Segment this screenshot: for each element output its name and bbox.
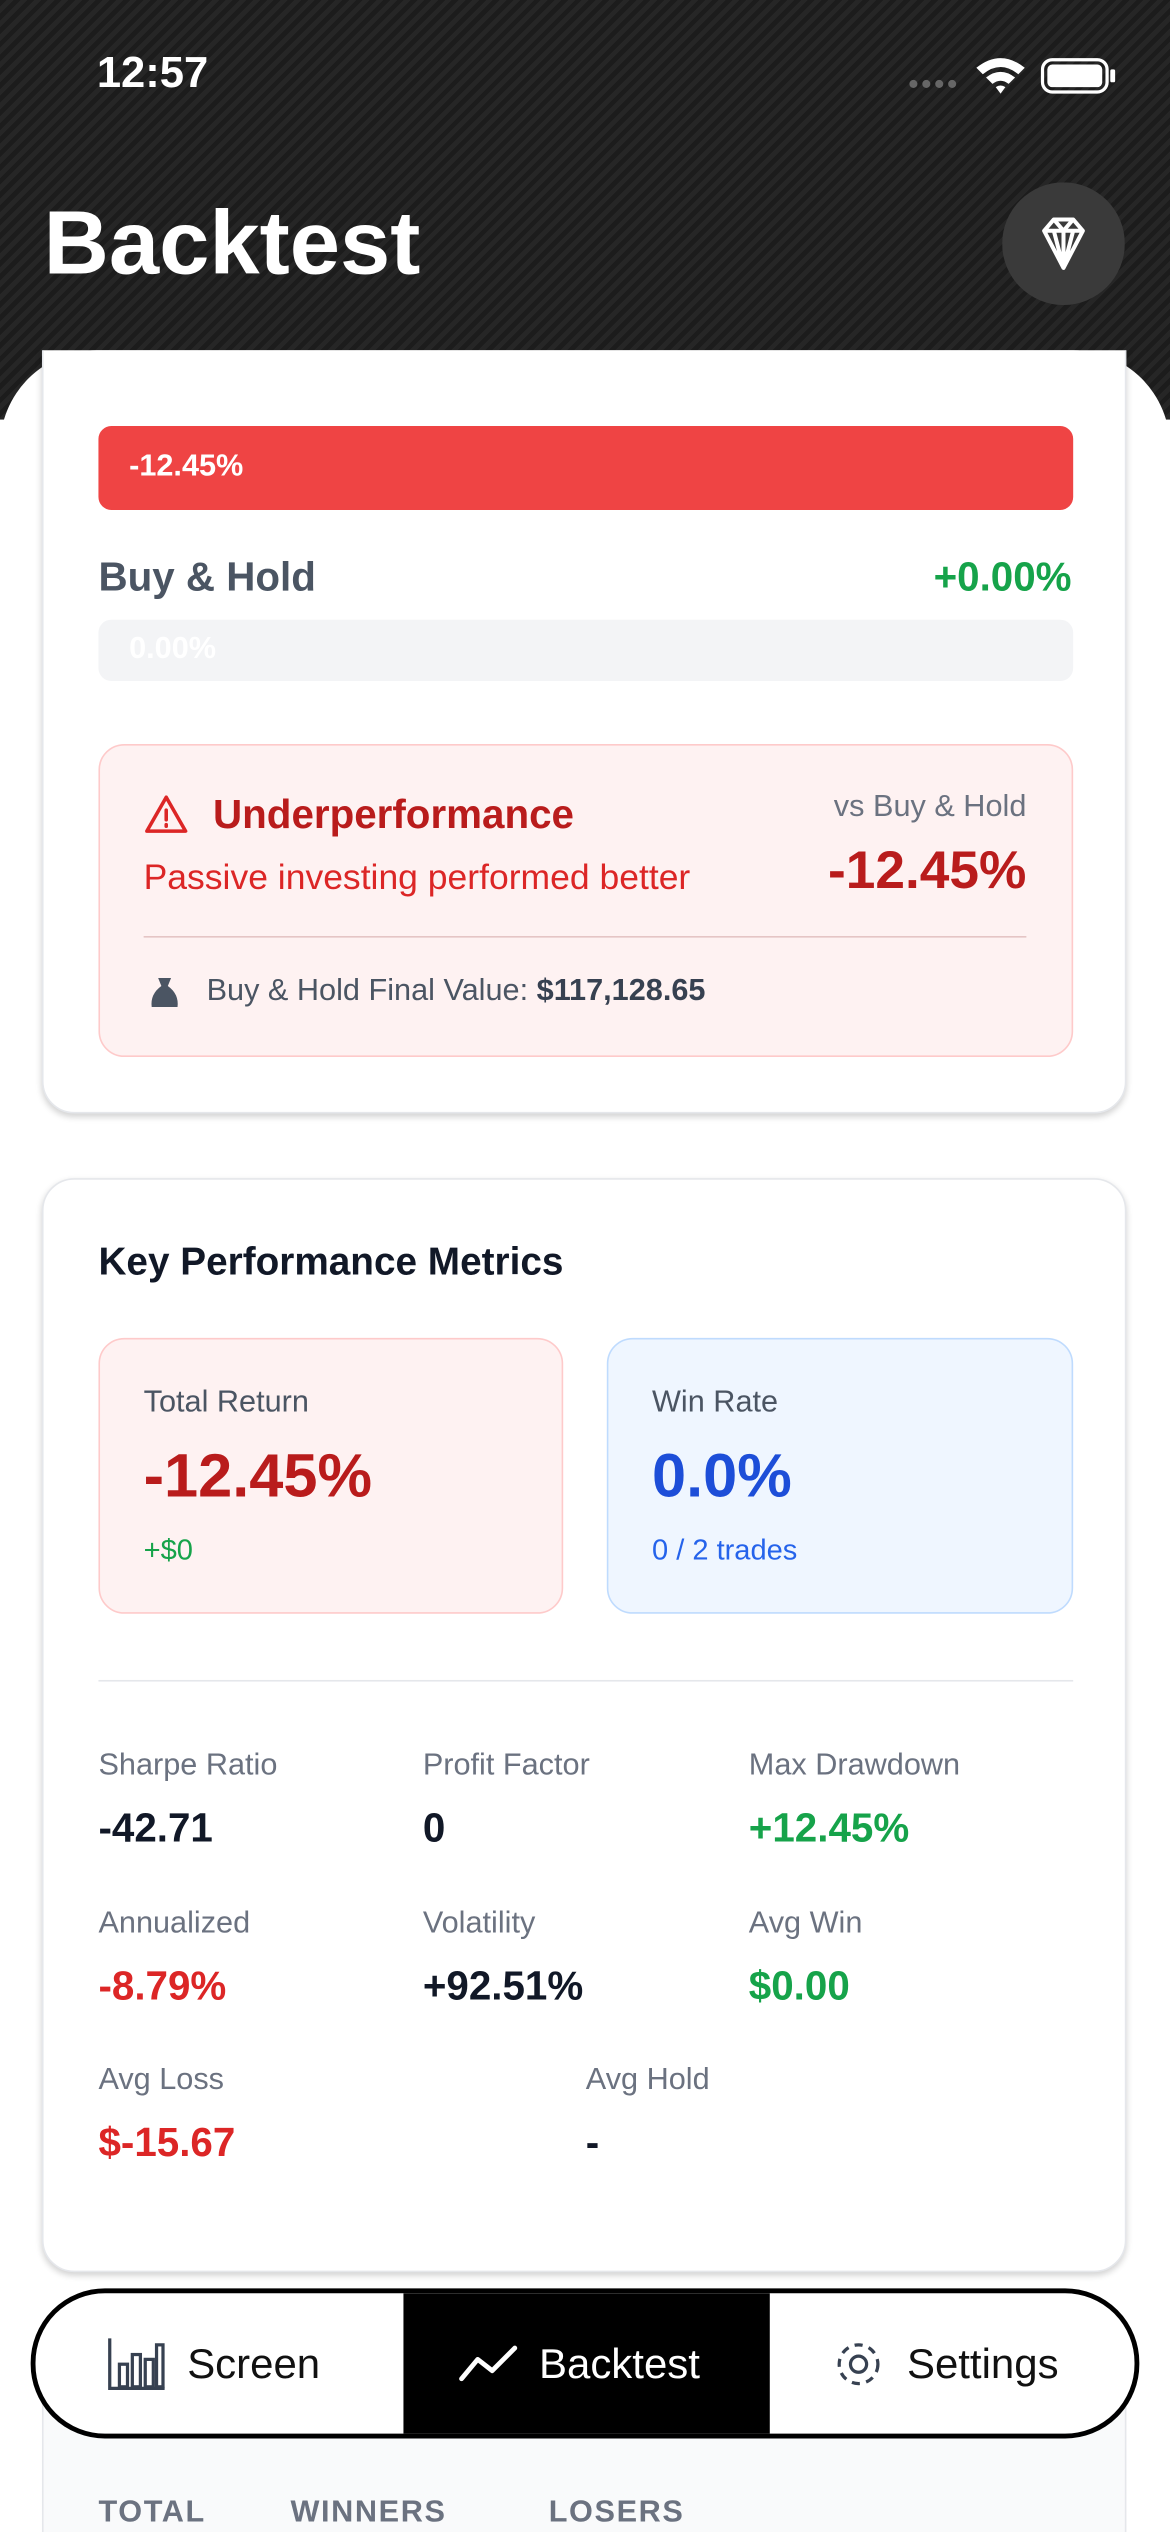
final-value-label: Buy & Hold Final Value: (206, 974, 529, 1008)
total-return-value: -12.45% (143, 1443, 373, 1511)
metric-value: 0 (422, 1805, 446, 1852)
tab-screen[interactable]: Screen (187, 2339, 321, 2388)
status-time: 12:57 (96, 48, 209, 97)
buy-hold-label: Buy & Hold (98, 555, 316, 601)
strategy-bar (98, 426, 1074, 510)
trade-column-label: LOSERS (548, 2495, 685, 2530)
tab-bar[interactable] (30, 2288, 1140, 2439)
alert-title: Underperformance (213, 792, 574, 838)
metric-value: -42.71 (98, 1805, 213, 1852)
alert-message: Passive investing performed better (143, 856, 691, 897)
total-return-sub: +$0 (143, 1533, 193, 1566)
win-rate-box (606, 1337, 1074, 1614)
metric-label: Volatility (422, 1906, 536, 1940)
tab-settings[interactable]: Settings (906, 2339, 1059, 2388)
metric-value: -8.79% (98, 1963, 227, 2009)
metric-label: Avg Hold (585, 2063, 710, 2098)
tab-backtest[interactable]: Backtest (539, 2339, 700, 2388)
buy-hold-bar-label: 0.00% (129, 631, 217, 666)
metric-label: Avg Win (748, 1906, 863, 1940)
win-rate-label: Win Rate (651, 1385, 779, 1420)
metric-label: Max Drawdown (748, 1748, 961, 1783)
vs-value: -12.45% (828, 839, 1027, 900)
warning-icon (145, 795, 188, 833)
status-icons (909, 58, 1116, 94)
vs-label: vs Buy & Hold (833, 790, 1027, 825)
settings-icon[interactable] (829, 2335, 887, 2393)
buy-hold-value: +0.00% (933, 555, 1072, 601)
money-bag-icon (151, 977, 178, 1008)
alert-box (98, 743, 1074, 1058)
header-bg (0, 0, 1170, 420)
backtest-icon[interactable] (457, 2343, 522, 2385)
metric-value: $0.00 (748, 1963, 850, 2009)
win-rate-value: 0.0% (651, 1443, 792, 1511)
buy-hold-bar (98, 619, 1074, 682)
metrics-divider (98, 1679, 1074, 1682)
metric-label: Avg Loss (98, 2063, 225, 2098)
tab-active-bg (403, 2293, 770, 2434)
metric-value: - (585, 2120, 600, 2166)
final-value-row: Buy & Hold Final Value: $117,128.65 (207, 974, 706, 1011)
win-rate-sub: 0 / 2 trades (651, 1533, 798, 1566)
alert-divider (143, 936, 1027, 938)
metric-value: +12.45% (748, 1805, 910, 1852)
page-title: Backtest (43, 191, 421, 293)
total-return-label: Total Return (143, 1385, 309, 1420)
metric-label: Profit Factor (422, 1748, 590, 1783)
premium-button[interactable] (1002, 182, 1125, 306)
trade-column-label: TOTAL (98, 2495, 206, 2530)
trade-column-label: WINNERS (290, 2495, 447, 2530)
metrics-title: Key Performance Metrics (98, 1240, 564, 1284)
metric-value: +92.51% (422, 1963, 584, 2009)
strategy-bar-label: -12.45% (129, 449, 244, 484)
total-return-box (98, 1337, 564, 1614)
metric-label: Annualized (98, 1906, 251, 1940)
metric-label: Sharpe Ratio (98, 1748, 278, 1783)
screen-icon[interactable] (107, 2335, 168, 2393)
final-value: $117,128.65 (536, 974, 706, 1008)
metric-value: $-15.67 (98, 2120, 236, 2166)
